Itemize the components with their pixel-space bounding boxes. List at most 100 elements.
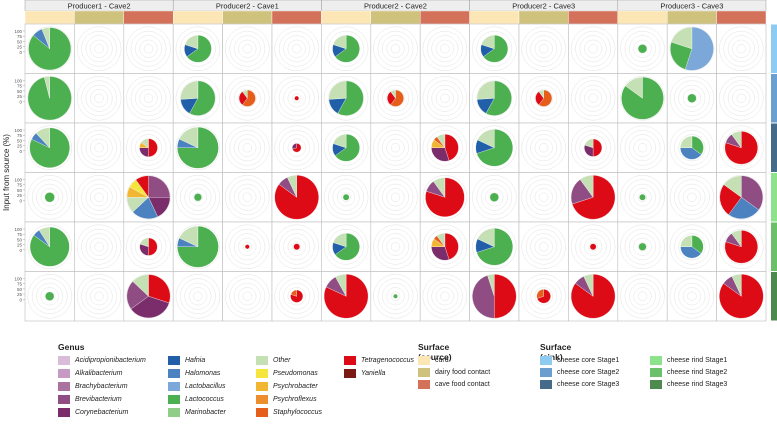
legend-swatch <box>418 380 430 389</box>
polar-gridline <box>229 129 266 166</box>
sink-strip <box>771 173 777 222</box>
pie-slice <box>691 135 704 155</box>
pie-slice <box>148 237 158 256</box>
polar-gridline <box>233 183 261 211</box>
polar-gridline <box>440 44 450 54</box>
polar-gridline <box>229 278 266 315</box>
polar-gridline <box>373 274 418 319</box>
producer-header-label: Producer2 - Cave3 <box>512 1 575 10</box>
polar-gridline <box>427 278 463 315</box>
polar-gridline <box>678 84 706 112</box>
polar-gridline <box>27 26 72 71</box>
pie-slice <box>294 95 300 101</box>
polar-gridline <box>377 80 414 117</box>
polar-gridline <box>579 134 607 162</box>
polar-gridline <box>431 282 459 310</box>
pie-slice <box>287 175 297 198</box>
polar-gridline <box>570 76 616 121</box>
polar-gridline <box>570 26 616 71</box>
polar-gridline <box>624 30 661 67</box>
size-tick-label: 0 <box>19 50 22 55</box>
polar-gridline <box>422 175 468 220</box>
polar-gridline <box>81 80 117 117</box>
pie-slice <box>538 89 544 99</box>
polar-gridline <box>90 237 109 256</box>
polar-gridline <box>90 188 109 207</box>
pie-slice <box>680 135 693 148</box>
pie-slice <box>579 175 594 198</box>
polar-gridline <box>242 143 252 153</box>
polar-gridline <box>624 278 661 315</box>
polar-gridline <box>633 39 652 58</box>
polar-gridline <box>620 125 665 170</box>
polar-gridline <box>76 125 122 170</box>
legend-label: Halomonas <box>185 370 221 377</box>
polar-gridline <box>287 237 306 256</box>
polar-gridline <box>81 129 117 166</box>
polar-gridline <box>727 84 755 112</box>
polar-gridline <box>278 129 315 166</box>
polar-gridline <box>570 125 616 170</box>
polar-gridline <box>570 224 616 269</box>
pie-slice <box>723 175 742 198</box>
polar-gridline <box>575 30 611 67</box>
polar-gridline <box>390 242 401 252</box>
polar-gridline <box>85 282 113 310</box>
source-strip <box>617 10 668 25</box>
polar-gridline <box>386 89 405 108</box>
polar-gridline <box>637 242 648 252</box>
polar-gridline <box>422 76 468 121</box>
polar-gridline <box>188 188 207 207</box>
polar-gridline <box>175 125 221 170</box>
pie-slice <box>571 175 616 220</box>
polar-gridline <box>427 30 463 67</box>
polar-gridline <box>36 282 64 310</box>
polar-gridline <box>431 84 459 112</box>
polar-gridline <box>238 89 257 108</box>
polar-gridline <box>287 89 306 108</box>
polar-gridline <box>328 129 364 166</box>
source-strip <box>123 10 174 25</box>
polar-gridline <box>40 188 59 207</box>
legend-label: cave food contact <box>435 381 490 388</box>
polar-gridline <box>525 278 562 315</box>
polar-gridline <box>575 129 611 166</box>
source-strip <box>420 10 470 25</box>
legend-swatch <box>168 395 180 404</box>
polar-gridline <box>233 35 261 63</box>
pie-slice <box>583 274 594 297</box>
polar-gridline <box>323 224 369 269</box>
pie-panel <box>222 23 273 74</box>
polar-gridline <box>732 39 751 58</box>
legend-swatch <box>344 369 356 378</box>
legend-label: Hafnia <box>185 357 206 364</box>
polar-gridline <box>382 84 409 112</box>
polar-gridline <box>193 291 203 301</box>
pie-panel <box>74 172 125 223</box>
polar-gridline <box>94 143 104 153</box>
size-tick-label: 0 <box>19 297 22 302</box>
pie-slice <box>680 235 693 247</box>
polar-gridline <box>188 287 207 306</box>
legend-label: Acidipropionibacterium <box>75 357 146 364</box>
polar-gridline <box>233 84 261 112</box>
pie-slice <box>431 147 450 162</box>
pie-slice <box>45 291 55 301</box>
source-strip <box>716 10 767 25</box>
legend-label: Lactococcus <box>185 396 224 403</box>
pie-slice <box>390 89 396 99</box>
polar-gridline <box>530 134 558 162</box>
polar-gridline <box>382 233 409 261</box>
pie-slice <box>333 134 347 148</box>
pie-slice <box>741 175 763 211</box>
polar-gridline <box>386 39 405 58</box>
pie-slice <box>335 274 347 297</box>
polar-gridline <box>575 80 611 117</box>
polar-gridline <box>238 237 257 256</box>
polar-gridline <box>373 26 418 71</box>
producer-header-label: Producer2 - Cave1 <box>216 1 279 10</box>
polar-gridline <box>472 26 517 71</box>
polar-gridline <box>719 76 764 121</box>
legend-swatch <box>58 369 70 378</box>
polar-gridline <box>584 39 603 58</box>
